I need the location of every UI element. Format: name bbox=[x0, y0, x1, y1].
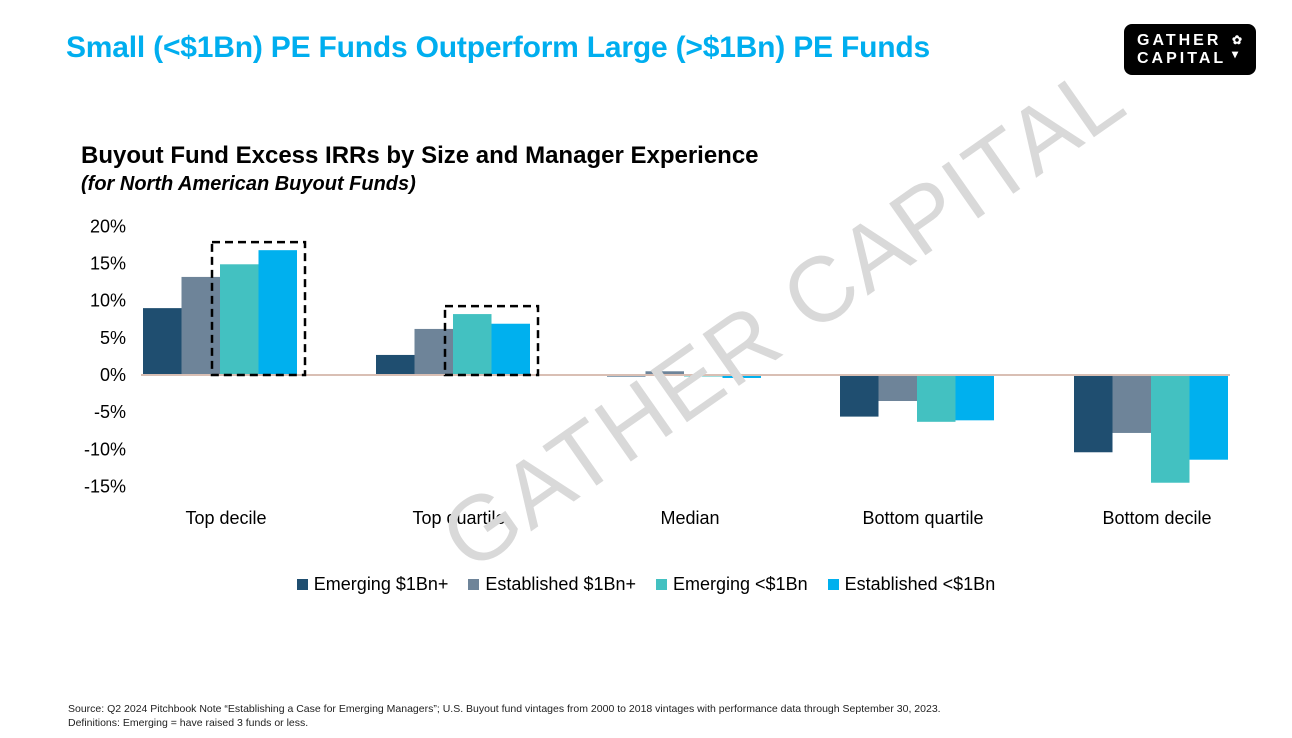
highlight-box bbox=[210, 240, 307, 377]
logo-line-2: CAPITAL bbox=[1137, 50, 1227, 67]
legend-label: Emerging $1Bn+ bbox=[313, 574, 449, 594]
legend-item: Established <$1Bn bbox=[827, 574, 996, 595]
legend: Emerging $1Bn+ Established $1Bn+ Emerging … bbox=[0, 574, 1292, 595]
legend-item: Emerging <$1Bn bbox=[656, 574, 808, 595]
bar bbox=[955, 375, 994, 421]
chart-title: Buyout Fund Excess IRRs by Size and Mana… bbox=[81, 142, 759, 169]
bar bbox=[1189, 375, 1228, 460]
legend-item: Emerging $1Bn+ bbox=[296, 574, 449, 595]
y-tick-label: 0% bbox=[100, 365, 126, 385]
bar bbox=[491, 323, 530, 375]
chart-subtitle: (for North American Buyout Funds) bbox=[81, 173, 416, 195]
legend-swatch bbox=[656, 579, 667, 590]
y-tick-label: 5% bbox=[100, 328, 126, 348]
y-tick-label: -15% bbox=[84, 476, 126, 496]
bar bbox=[220, 264, 259, 375]
flower-pot-icon: ✿ ▾ bbox=[1232, 33, 1243, 61]
x-category-label: Top quartile bbox=[412, 508, 505, 528]
logo-line-1: GATHER bbox=[1137, 32, 1222, 49]
bar bbox=[722, 375, 761, 378]
source-note: Source: Q2 2024 Pitchbook Note “Establis… bbox=[68, 703, 941, 715]
legend-swatch bbox=[468, 579, 480, 590]
bar bbox=[645, 371, 684, 375]
y-tick-label: 20% bbox=[90, 216, 126, 236]
y-tick-label: 15% bbox=[90, 254, 126, 274]
y-tick-label: -10% bbox=[84, 439, 126, 459]
definitions-note: Definitions: Emerging = have raised 3 fu… bbox=[68, 717, 309, 729]
bar bbox=[453, 314, 492, 375]
y-tick-label: -5% bbox=[94, 402, 126, 422]
bar bbox=[917, 375, 956, 422]
bar bbox=[1074, 375, 1113, 453]
x-category-label: Top decile bbox=[185, 508, 266, 528]
bar bbox=[1112, 375, 1151, 433]
bar bbox=[258, 250, 297, 375]
bar bbox=[414, 328, 453, 375]
x-category-label: Median bbox=[660, 508, 719, 528]
bar bbox=[840, 375, 879, 417]
legend-item: Established $1Bn+ bbox=[468, 574, 636, 595]
bar bbox=[878, 375, 917, 402]
bar bbox=[143, 308, 182, 375]
legend-label: Emerging <$1Bn bbox=[673, 574, 808, 594]
legend-label: Established <$1Bn bbox=[844, 574, 996, 594]
y-tick-label: 10% bbox=[90, 291, 126, 311]
highlight-box bbox=[443, 304, 540, 377]
page-title: Small (<$1Bn) PE Funds Outperform Large … bbox=[66, 31, 930, 64]
legend-label: Established $1Bn+ bbox=[485, 574, 636, 594]
gather-capital-logo: GATHER CAPITAL ✿ ▾ bbox=[1124, 24, 1256, 75]
bar bbox=[1151, 375, 1190, 483]
footer-notes: Source: Q2 2024 Pitchbook Note “Establis… bbox=[68, 702, 941, 730]
bar bbox=[376, 354, 415, 375]
bar bbox=[181, 276, 220, 375]
legend-swatch bbox=[827, 579, 839, 590]
x-category-label: Bottom quartile bbox=[862, 508, 983, 528]
x-category-label: Bottom decile bbox=[1102, 508, 1211, 528]
legend-swatch bbox=[296, 579, 308, 590]
